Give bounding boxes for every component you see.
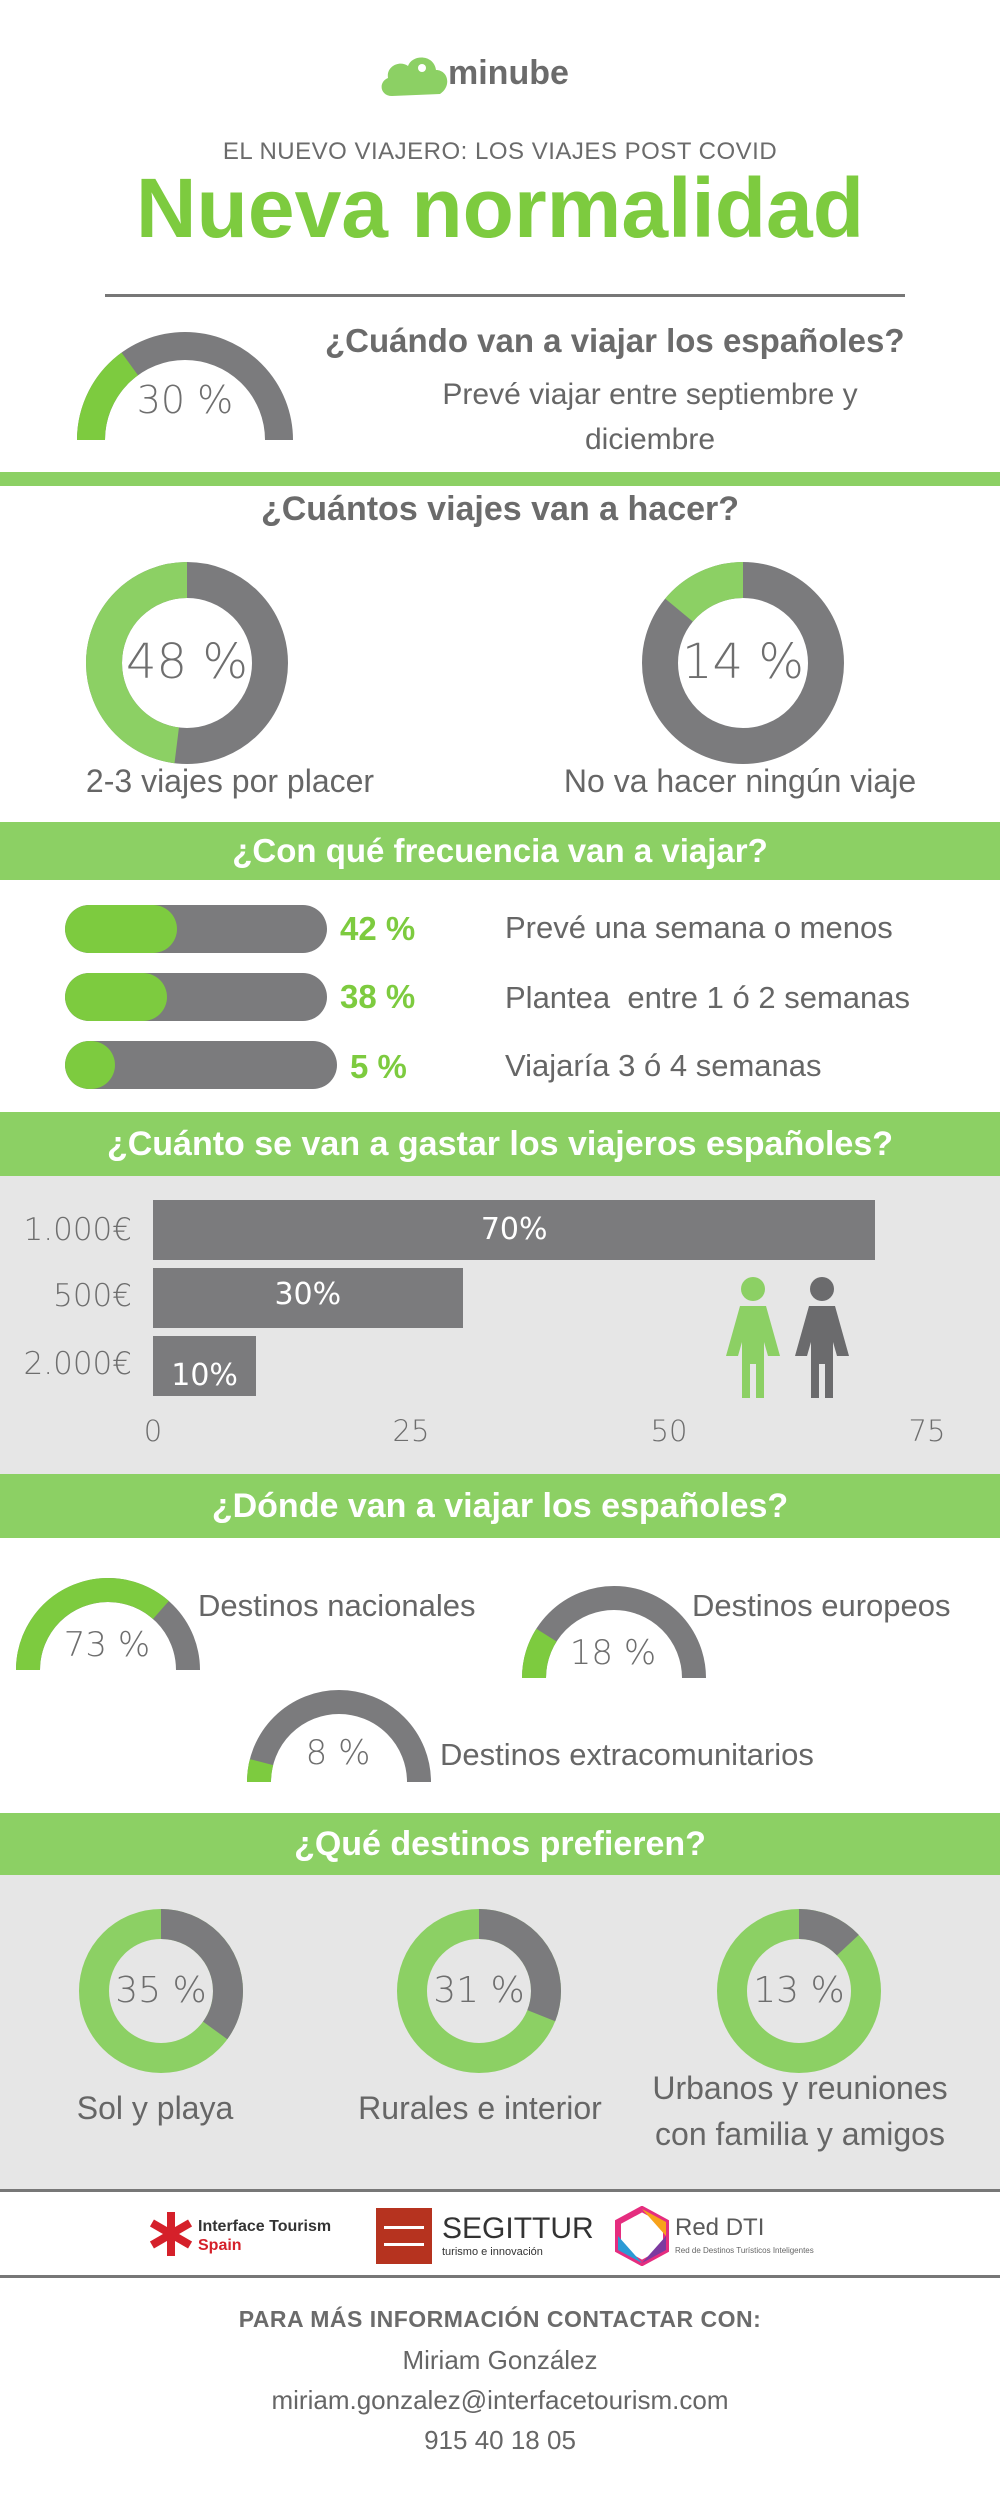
- segittur-logo: SEGITTUR turismo e innovación: [376, 2208, 596, 2264]
- preferred-donut-1: [79, 1909, 243, 2073]
- preferred-line1-2: Rurales e interior: [358, 2090, 602, 2126]
- header-subtitle: EL NUEVO VIAJERO: LOS VIAJES POST COVID: [222, 138, 778, 165]
- when-question: ¿Cuándo van a viajar los españoles?: [325, 322, 905, 359]
- when-gauge: [77, 332, 293, 440]
- frequency-text-1: Prevé una semana o menos: [505, 910, 893, 945]
- where-percent-1: 73 %: [63, 1625, 151, 1665]
- how-many-percent-1: 48 %: [126, 634, 248, 690]
- logos-top-rule: [0, 2189, 1000, 2192]
- preferred-donut-2: [397, 1909, 561, 2073]
- contact-email-link[interactable]: miriam.gonzalez@interfacetourism.com: [271, 2385, 729, 2415]
- gauge-fill: [77, 352, 139, 440]
- red-dti-name: Red DTI: [675, 2214, 765, 2241]
- red-dti-tagline: Red de Destinos Turísticos Inteligentes: [675, 2246, 814, 2255]
- logo: minube: [378, 44, 638, 104]
- bar-500: 30%: [153, 1268, 463, 1328]
- spending-heading: ¿Cuánto se van a gastar los viajeros esp…: [0, 1112, 1000, 1176]
- where-gauge-3: [246, 1690, 431, 1782]
- frequency-percent-2: 38 %: [340, 978, 416, 1015]
- donut-fill: [717, 1909, 881, 2073]
- category-label: 2.000€: [23, 1346, 132, 1382]
- x-tick-label: 0: [143, 1414, 163, 1448]
- preferred-line2-3: con familia y amigos: [655, 2116, 945, 2152]
- x-tick-label: 75: [908, 1414, 946, 1448]
- hexagon-logo-icon: [615, 2206, 669, 2266]
- how-many-percent-2: 14 %: [682, 634, 804, 690]
- when-text-line2: diciembre: [584, 423, 716, 456]
- when-percent: 30 %: [136, 378, 234, 422]
- frequency-percent-1: 42 %: [340, 910, 416, 947]
- donut-fill: [642, 562, 844, 764]
- logos-bottom-rule: [0, 2275, 1000, 2278]
- frequency-text-2: Plantea entre 1 ó 2 semanas: [505, 980, 910, 1015]
- x-tick-label: 25: [392, 1414, 430, 1448]
- contact-phone: 915 40 18 05: [424, 2425, 576, 2455]
- star-icon: [150, 2212, 192, 2256]
- bar-2000: 10%: [153, 1336, 257, 1396]
- preferred-line1-3: Urbanos y reuniones: [652, 2070, 948, 2106]
- frequency-heading: ¿Con qué frecuencia van a viajar?: [0, 822, 1000, 880]
- contact-heading: PARA MÁS INFORMACIÓN CONTACTAR CON:: [238, 2306, 762, 2332]
- frequency-bar-2: [65, 973, 327, 1021]
- frequency-bar-1: [65, 905, 327, 953]
- page-title: Nueva normalidad: [135, 161, 865, 255]
- bar-value-label: 70%: [480, 1212, 548, 1247]
- donut-fill: [397, 1909, 561, 2073]
- gauge-fill: [522, 1628, 557, 1678]
- how-many-heading: ¿Cuántos viajes van a hacer?: [260, 490, 740, 528]
- how-many-donut-1: [86, 562, 288, 764]
- frequency-percent-3: 5 %: [350, 1048, 407, 1085]
- x-tick-label: 50: [650, 1414, 688, 1448]
- donut-fill: [86, 562, 288, 764]
- where-text-2: Destinos europeos: [692, 1588, 951, 1623]
- woman-icon: [726, 1277, 780, 1398]
- segittur-name: SEGITTUR: [442, 2212, 594, 2245]
- frequency-bar-fill: [65, 905, 177, 953]
- category-label: 500€: [53, 1278, 132, 1314]
- preferred-donut-3: [717, 1909, 881, 2073]
- preferred-heading: ¿Qué destinos prefieren?: [0, 1813, 1000, 1875]
- segittur-tagline: turismo e innovación: [442, 2246, 543, 2258]
- frequency-bar-fill: [65, 973, 167, 1021]
- segittur-mark-icon: [376, 2208, 432, 2264]
- where-gauge-1: [16, 1578, 200, 1670]
- category-label: 1.000€: [23, 1212, 132, 1248]
- when-text-line1: Prevé viajar entre septiembre y: [442, 378, 858, 411]
- bar-value-label: 30%: [274, 1277, 342, 1312]
- preferred-line1-1: Sol y playa: [76, 2090, 234, 2126]
- interface-tourism-logo: Interface Tourism Spain: [150, 2210, 350, 2260]
- cloud-logo-icon: [381, 57, 448, 96]
- where-text-3: Destinos extracomunitarios: [440, 1737, 814, 1772]
- preferred-percent-3: 13 %: [753, 1970, 845, 2011]
- logo-text: minube: [448, 54, 569, 92]
- interface-tourism-name: Interface Tourism: [198, 2218, 332, 2235]
- man-icon: [795, 1277, 849, 1398]
- title-divider: [105, 294, 905, 297]
- gauge-fill: [246, 1759, 274, 1782]
- frequency-bar-3: [65, 1041, 337, 1089]
- where-percent-2: 18 %: [569, 1633, 657, 1673]
- frequency-text-3: Viajaría 3 ó 4 semanas: [505, 1048, 822, 1083]
- how-many-caption-2: No va hacer ningún viaje: [563, 763, 917, 799]
- interface-tourism-country: Spain: [198, 2237, 242, 2254]
- gauge-fill: [16, 1578, 169, 1670]
- where-heading: ¿Dónde van a viajar los españoles?: [0, 1474, 1000, 1538]
- where-percent-3: 8 %: [305, 1733, 371, 1773]
- red-dti-logo: Red DTI Red de Destinos Turísticos Intel…: [615, 2206, 855, 2268]
- green-divider: [0, 472, 1000, 486]
- bar-1000: 70%: [153, 1200, 876, 1260]
- bar-value-label: 10%: [171, 1358, 238, 1393]
- where-text-1: Destinos nacionales: [198, 1588, 476, 1623]
- how-many-caption-1: 2-3 viajes por placer: [85, 763, 375, 799]
- spending-chart: 1.000€ 500€ 2.000€ 70% 30% 10% 0 25 50 7…: [0, 1176, 1000, 1474]
- preferred-percent-2: 31 %: [433, 1970, 525, 2011]
- where-gauge-2: [522, 1586, 706, 1678]
- contact-name: Miriam González: [402, 2345, 598, 2375]
- donut-fill: [79, 1909, 243, 2073]
- frequency-bar-fill: [65, 1041, 115, 1089]
- preferred-percent-1: 35 %: [115, 1970, 207, 2011]
- how-many-donut-2: [642, 562, 844, 764]
- gauge-track: [247, 1690, 431, 1782]
